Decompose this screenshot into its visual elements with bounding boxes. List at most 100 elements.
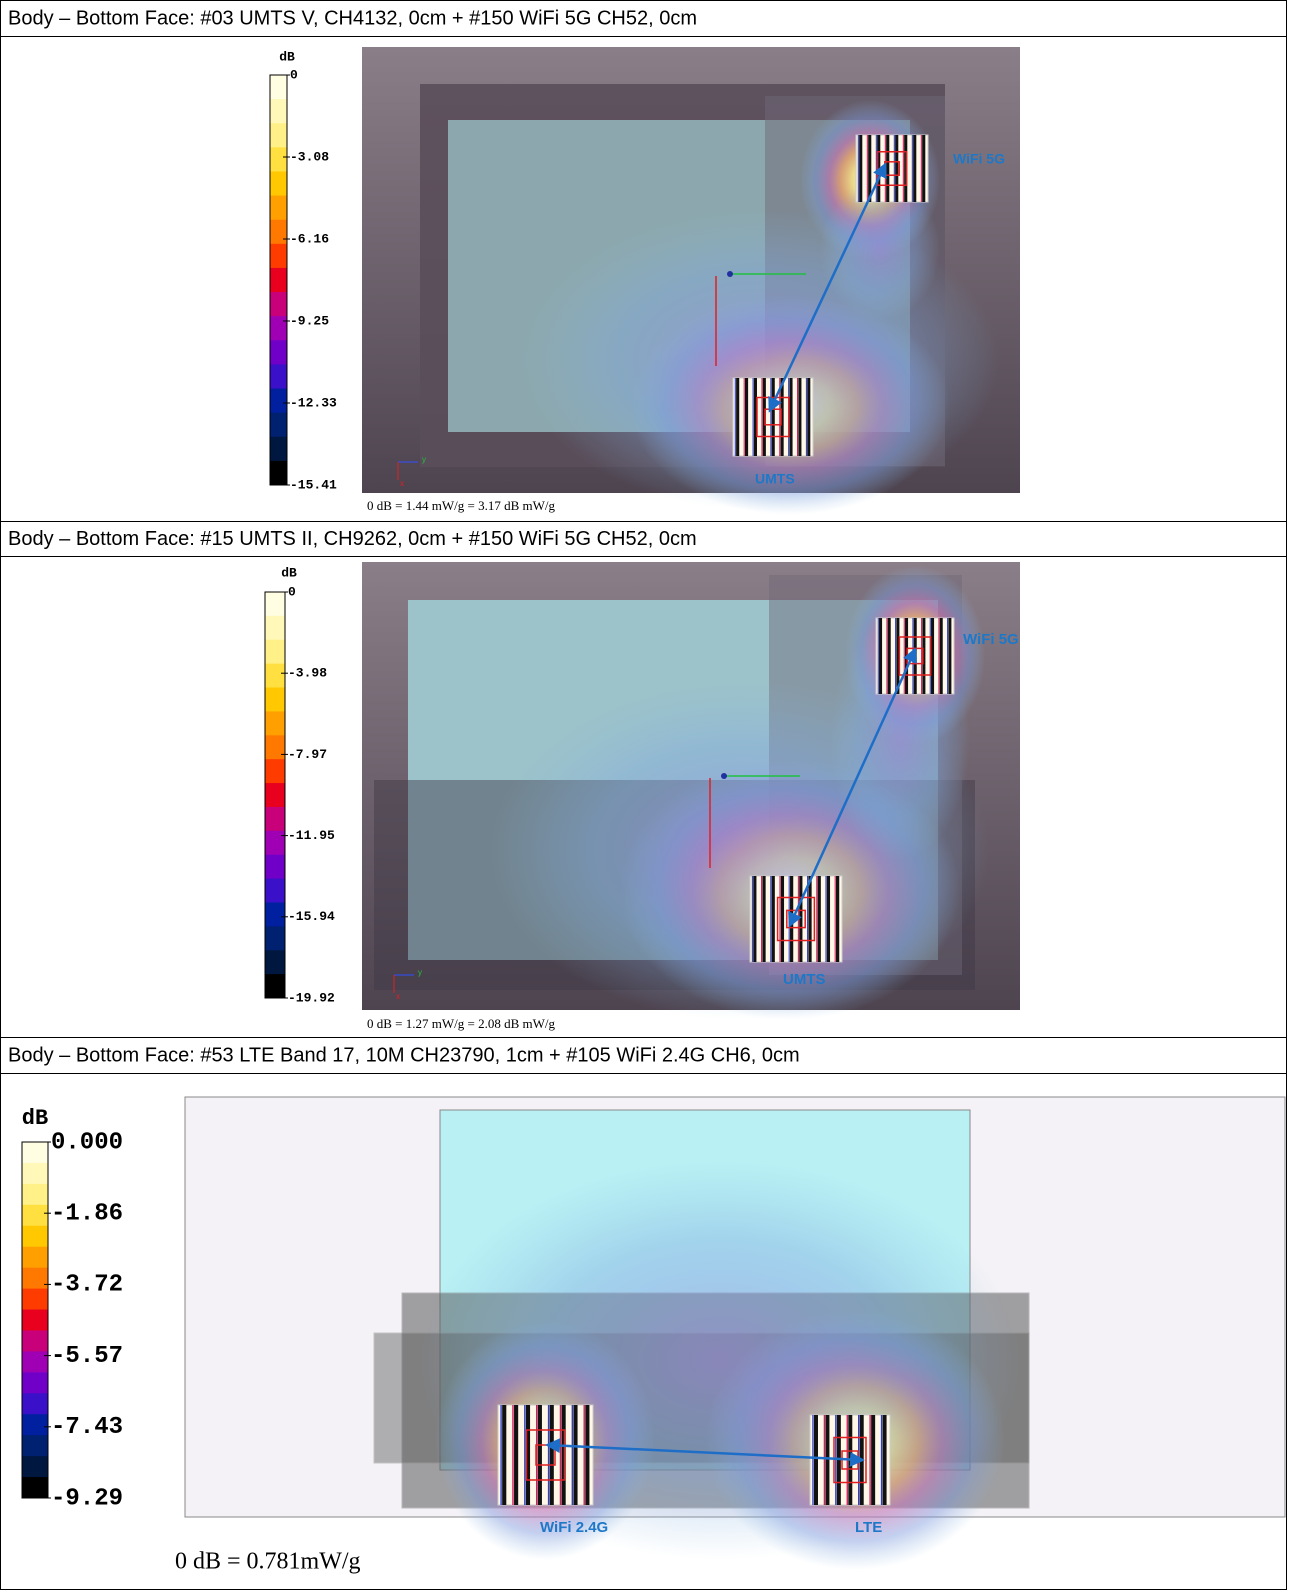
separation-arrow bbox=[788, 647, 917, 928]
colorbar-tick-label: -5.57 bbox=[51, 1343, 123, 1370]
colorbar-step bbox=[265, 711, 285, 736]
antenna-label: UMTS bbox=[783, 971, 826, 988]
colorbar-tick-label: -6.16 bbox=[290, 231, 329, 246]
antenna-stripe bbox=[812, 1415, 814, 1505]
colorbar-step bbox=[22, 1183, 48, 1206]
antenna-stripe bbox=[871, 1415, 876, 1505]
colorbar-step bbox=[22, 1330, 48, 1352]
colorbar-tick-label: -11.95 bbox=[288, 828, 335, 843]
antenna-stripe bbox=[734, 378, 736, 456]
colorbar-tick-label: -7.97 bbox=[288, 747, 327, 762]
antenna-stripe bbox=[823, 1415, 826, 1505]
colorbar-step bbox=[22, 1204, 48, 1227]
sar-plot: y x WiFi 5G UMTS dB 0 -3.08 -6.16 -9.25 -12.33 -15… bbox=[269, 47, 1020, 515]
colorbar-step bbox=[22, 1456, 48, 1478]
colorbar-step bbox=[270, 219, 287, 245]
colorbar-step bbox=[22, 1351, 48, 1373]
colorbar-step bbox=[270, 388, 287, 414]
sar-plot: y x WiFi 5G UMTS dB 0 -3.98 -7.97 -11.95 -15.94 -1… bbox=[264, 562, 1020, 1031]
antenna-stripe bbox=[886, 135, 890, 202]
antenna-stripe bbox=[573, 1405, 578, 1505]
antenna-stripe bbox=[762, 876, 766, 962]
colorbar-step bbox=[270, 195, 287, 221]
separation-arrow bbox=[768, 162, 887, 413]
antenna-stripe bbox=[931, 618, 935, 694]
colorbar-step bbox=[22, 1162, 48, 1185]
colorbar-step bbox=[270, 171, 287, 197]
antenna-stripe bbox=[816, 876, 818, 962]
colorbar-step bbox=[265, 854, 285, 880]
colorbar-step bbox=[270, 316, 287, 341]
axis-label: x bbox=[400, 479, 404, 488]
colorbar-step bbox=[22, 1246, 48, 1269]
antenna-stripe bbox=[525, 1405, 531, 1505]
colorbar-step bbox=[265, 950, 285, 975]
antenna-stripe bbox=[770, 378, 772, 456]
colorbar-tick-label: -3.98 bbox=[288, 666, 327, 681]
antenna-stripe bbox=[895, 135, 899, 202]
colorbar-tick-label: -12.33 bbox=[290, 395, 337, 410]
colorbar-tick-label: 0 bbox=[290, 67, 298, 82]
antenna-stripe bbox=[798, 378, 802, 456]
antenna-stripe bbox=[751, 876, 753, 962]
colorbar-frame bbox=[269, 74, 288, 486]
antenna-stripe bbox=[745, 378, 749, 456]
colorbar-step bbox=[22, 1288, 48, 1311]
colorbar-tick-label: -15.94 bbox=[288, 909, 335, 924]
antenna-stripe bbox=[869, 1415, 871, 1505]
antenna-stripe bbox=[886, 618, 888, 694]
colorbar-step bbox=[270, 292, 287, 317]
colorbar-step bbox=[270, 123, 287, 148]
antenna-stripe bbox=[817, 876, 821, 962]
antenna-stripe bbox=[857, 135, 859, 202]
antenna-stripe bbox=[514, 1405, 519, 1505]
antenna-stripe bbox=[805, 378, 807, 456]
colorbar-step bbox=[270, 340, 287, 365]
colorbar-step bbox=[265, 926, 285, 951]
colorbar-step bbox=[22, 1414, 48, 1436]
antenna-stripe bbox=[779, 378, 781, 456]
colorbar-frame bbox=[21, 1141, 49, 1499]
colorbar-step bbox=[270, 267, 287, 293]
colorbar-tick-label: -15.41 bbox=[290, 477, 337, 492]
colorbar-step bbox=[270, 147, 287, 172]
antenna-stripe bbox=[780, 378, 784, 456]
axis-label: y bbox=[418, 968, 422, 977]
colorbar-tick-label: -7.43 bbox=[51, 1414, 123, 1441]
footnote: 0 dB = 1.27 mW/g = 2.08 dB mW/g bbox=[367, 1016, 555, 1031]
antenna-stripe bbox=[524, 1405, 526, 1505]
colorbar-tick-label: -3.72 bbox=[51, 1272, 123, 1299]
antenna-stripe bbox=[880, 1415, 883, 1505]
antenna-stripe bbox=[559, 1405, 562, 1505]
antenna-stripe bbox=[799, 876, 803, 962]
colorbar-step bbox=[22, 1142, 48, 1164]
colorbar-step bbox=[265, 783, 285, 808]
axis-label: y bbox=[422, 455, 426, 464]
antenna-stripe bbox=[921, 618, 923, 694]
antenna-stripe bbox=[879, 618, 883, 694]
antenna-stripe bbox=[797, 876, 799, 962]
colorbar-step bbox=[22, 1225, 48, 1248]
antenna-stripe bbox=[922, 135, 926, 202]
antenna-stripe bbox=[826, 876, 831, 962]
colorbar-step bbox=[22, 1435, 48, 1457]
antenna-stripe bbox=[789, 378, 793, 456]
colorbar-tick-label: -19.92 bbox=[288, 990, 335, 1005]
colorbar-step bbox=[22, 1393, 48, 1415]
antenna-stripe bbox=[887, 618, 891, 694]
antenna-stripe bbox=[875, 135, 877, 202]
colorbar-step bbox=[265, 974, 285, 999]
antenna-stripe bbox=[866, 135, 868, 202]
colorbar-tick-label: -1.86 bbox=[51, 1201, 123, 1228]
antenna-stripe bbox=[502, 1405, 507, 1505]
antenna-stripe bbox=[903, 618, 905, 694]
colorbar-step bbox=[265, 687, 285, 712]
antenna-stripe bbox=[902, 135, 904, 202]
antenna-stripe bbox=[947, 618, 949, 694]
antenna-stripe bbox=[500, 1405, 502, 1505]
axis-label: x bbox=[396, 992, 400, 1001]
colorbar-step bbox=[265, 735, 285, 760]
antenna-stripe bbox=[585, 1405, 590, 1505]
antenna-stripe bbox=[761, 876, 763, 962]
